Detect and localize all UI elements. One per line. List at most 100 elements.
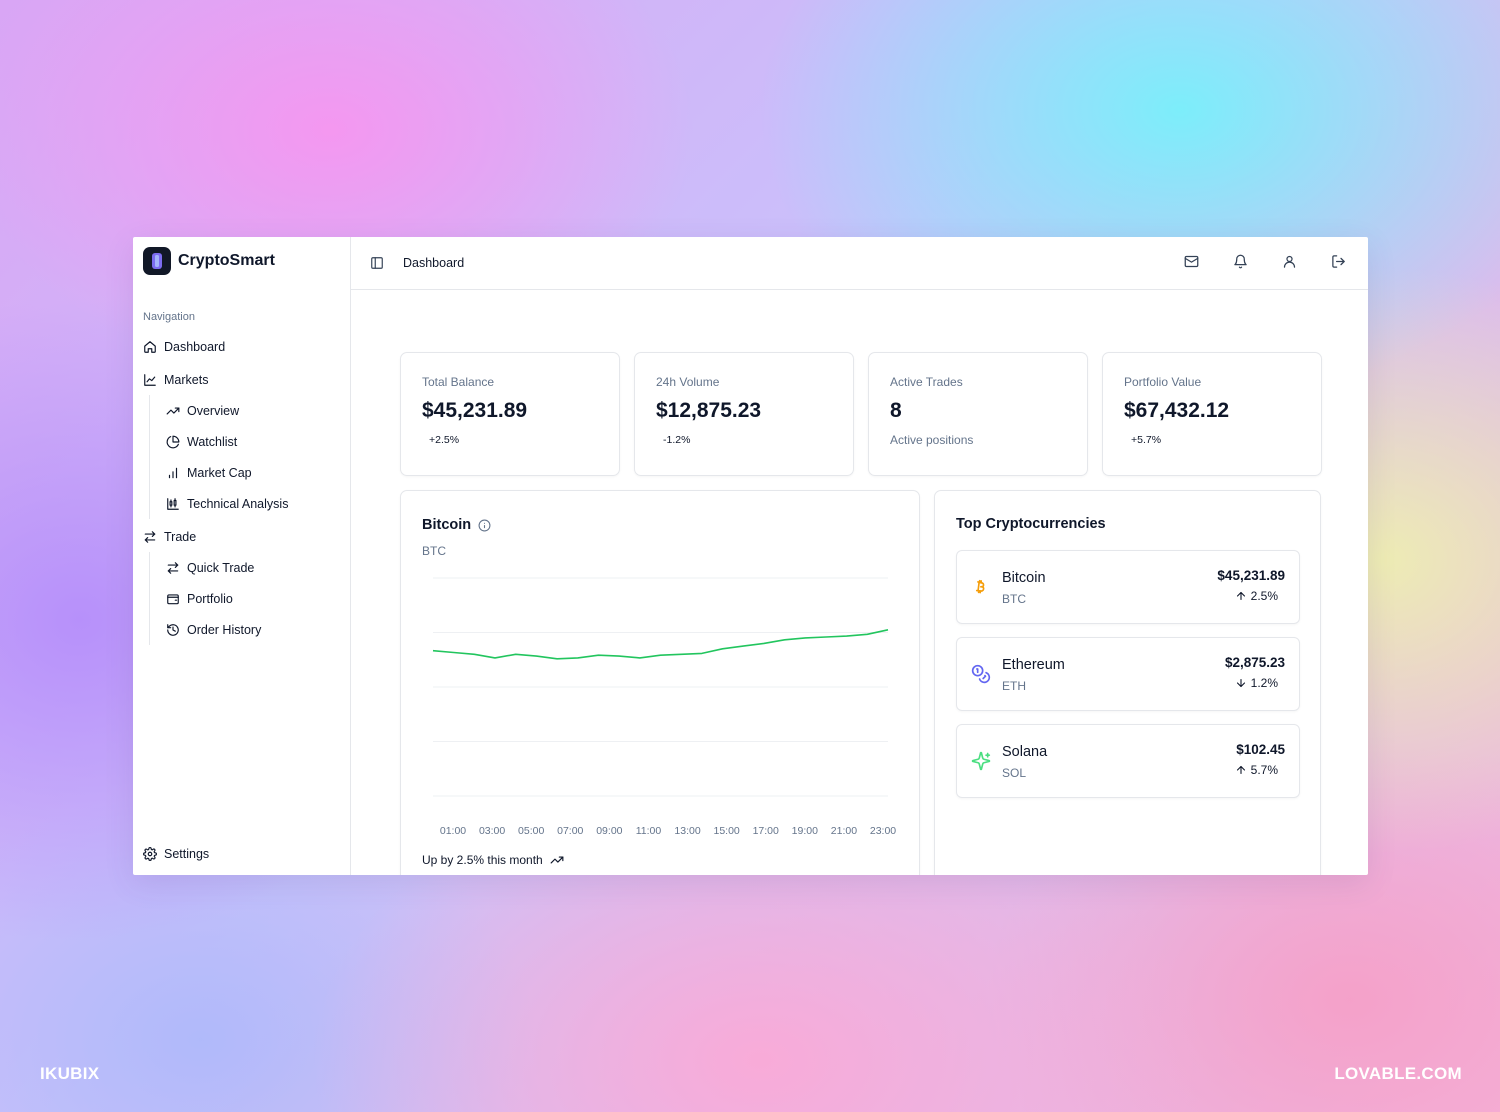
stat-subtext: Active positions xyxy=(890,433,974,447)
home-icon xyxy=(143,340,157,354)
chart-title-row: Bitcoin xyxy=(422,517,491,533)
logout-icon[interactable] xyxy=(1331,254,1346,269)
stat-card-total-balance: Total Balance $45,231.89 +2.5% xyxy=(400,352,620,476)
sidebar-toggle-icon[interactable] xyxy=(370,256,384,270)
header-actions xyxy=(1184,254,1346,269)
sidebar-item-label: Dashboard xyxy=(164,339,226,354)
chart-data-point[interactable] xyxy=(493,656,497,660)
chart-footer-text: Up by 2.5% this month xyxy=(422,853,543,867)
bitcoin-chart-card: 01:00 03:00 05:00 07:00 09:00 11:00 13:00 15:00… xyxy=(400,490,920,875)
chart-x-tick-label: 23:00 xyxy=(870,825,896,837)
sidebar-item-quick-trade[interactable]: Quick Trade xyxy=(166,552,350,583)
chart-x-tick-label: 17:00 xyxy=(753,825,779,837)
chart-data-point[interactable] xyxy=(700,651,704,655)
app-logo-icon xyxy=(143,247,171,275)
sidebar-item-settings[interactable]: Settings xyxy=(143,847,209,861)
chart-data-point[interactable] xyxy=(576,656,580,660)
info-icon[interactable] xyxy=(478,519,491,532)
coin-change: 2.5% xyxy=(1235,589,1278,603)
sidebar-item-portfolio[interactable]: Portfolio xyxy=(166,583,350,614)
app-window: CryptoSmart Navigation Dashboard Markets… xyxy=(133,237,1368,875)
bitcoin-icon xyxy=(971,577,991,597)
chart-x-tick-label: 01:00 xyxy=(440,825,466,837)
bar-chart-icon xyxy=(166,466,180,480)
chart-subtitle: BTC xyxy=(422,544,446,558)
stat-label: 24h Volume xyxy=(656,375,720,389)
sidebar-item-markets[interactable]: Markets xyxy=(133,364,350,395)
chart-data-point[interactable] xyxy=(659,653,663,657)
chart-data-point[interactable] xyxy=(845,634,849,638)
chart-data-point[interactable] xyxy=(865,632,869,636)
stat-value: $45,231.89 xyxy=(422,399,528,422)
chart-x-tick-label: 03:00 xyxy=(479,825,505,837)
coin-price: $2,875.23 xyxy=(1224,655,1285,670)
sidebar-item-overview[interactable]: Overview xyxy=(166,395,350,426)
sidebar-item-label: Quick Trade xyxy=(187,560,255,575)
chart-data-point[interactable] xyxy=(638,656,642,660)
swap-icon xyxy=(166,561,180,575)
chart-data-point[interactable] xyxy=(431,649,435,653)
user-icon[interactable] xyxy=(1282,254,1297,269)
chart-data-point[interactable] xyxy=(472,652,476,656)
coin-row-bitcoin[interactable]: Bitcoin BTC $45,231.89 2.5% xyxy=(956,550,1300,624)
bell-icon[interactable] xyxy=(1233,254,1248,269)
chart-data-point[interactable] xyxy=(762,641,766,645)
chart-data-point[interactable] xyxy=(452,650,456,654)
coin-list: Bitcoin BTC $45,231.89 2.5% Ethereum ETH… xyxy=(956,550,1300,811)
sidebar-item-market-cap[interactable]: Market Cap xyxy=(166,457,350,488)
chart-data-point[interactable] xyxy=(555,657,559,661)
chart-x-tick-label: 15:00 xyxy=(713,825,739,837)
sidebar-item-order-history[interactable]: Order History xyxy=(166,614,350,645)
chart-data-point[interactable] xyxy=(514,652,518,656)
wallet-icon xyxy=(166,592,180,606)
sidebar: CryptoSmart Navigation Dashboard Markets… xyxy=(133,237,351,875)
coin-change: 5.7% xyxy=(1235,763,1278,777)
arrow-up-icon xyxy=(1235,764,1247,776)
stat-label: Total Balance xyxy=(422,375,495,389)
app-name: CryptoSmart xyxy=(178,252,275,269)
chart-data-point[interactable] xyxy=(534,654,538,658)
chart-data-point[interactable] xyxy=(783,638,787,642)
chart-data-point[interactable] xyxy=(617,654,621,658)
chart-data-point[interactable] xyxy=(803,636,807,640)
sidebar-item-label: Portfolio xyxy=(187,591,233,606)
settings-label: Settings xyxy=(164,847,210,861)
trending-up-icon xyxy=(550,853,564,867)
chart-data-point[interactable] xyxy=(824,635,828,639)
coin-symbol: ETH xyxy=(1002,679,1026,693)
coin-change-value: 5.7% xyxy=(1250,763,1278,777)
app-logo-row[interactable]: CryptoSmart xyxy=(133,237,350,285)
chart-x-tick-label: 07:00 xyxy=(557,825,583,837)
chart-x-tick-label: 21:00 xyxy=(831,825,857,837)
chart-title: Bitcoin xyxy=(422,517,472,533)
sidebar-item-watchlist[interactable]: Watchlist xyxy=(166,426,350,457)
stat-change: +5.7% xyxy=(1131,434,1162,446)
sparkles-icon xyxy=(971,751,991,771)
chart-x-tick-label: 11:00 xyxy=(636,825,662,837)
mail-icon[interactable] xyxy=(1184,254,1199,269)
chart-series-line xyxy=(432,629,889,660)
sidebar-item-label: Technical Analysis xyxy=(187,496,289,511)
sidebar-nav: Dashboard Markets Overview Watchlist Mar… xyxy=(133,331,350,645)
chart-x-tick-label: 05:00 xyxy=(518,825,544,837)
coin-price: $45,231.89 xyxy=(1217,568,1285,583)
arrow-up-icon xyxy=(1235,590,1247,602)
coin-row-ethereum[interactable]: Ethereum ETH $2,875.23 1.2% xyxy=(956,637,1300,711)
chart-data-point[interactable] xyxy=(596,653,600,657)
sidebar-item-trade[interactable]: Trade xyxy=(133,521,350,552)
coin-symbol: SOL xyxy=(1002,766,1027,780)
top-bar: Dashboard xyxy=(351,237,1368,290)
sidebar-item-label: Market Cap xyxy=(187,465,252,480)
chart-data-point[interactable] xyxy=(886,628,890,632)
chart-x-tick-label: 13:00 xyxy=(674,825,700,837)
chart-data-point[interactable] xyxy=(679,652,683,656)
stat-label: Portfolio Value xyxy=(1124,375,1202,389)
coin-row-solana[interactable]: Solana SOL $102.45 5.7% xyxy=(956,724,1300,798)
chart-data-point[interactable] xyxy=(741,644,745,648)
chart-data-point[interactable] xyxy=(721,647,725,651)
line-chart-icon xyxy=(143,373,157,387)
stat-card-24h-volume: 24h Volume $12,875.23 -1.2% xyxy=(634,352,854,476)
sidebar-item-dashboard[interactable]: Dashboard xyxy=(133,331,350,362)
stat-card-active-trades: Active Trades 8 Active positions xyxy=(868,352,1088,476)
sidebar-item-technical-analysis[interactable]: Technical Analysis xyxy=(166,488,350,519)
